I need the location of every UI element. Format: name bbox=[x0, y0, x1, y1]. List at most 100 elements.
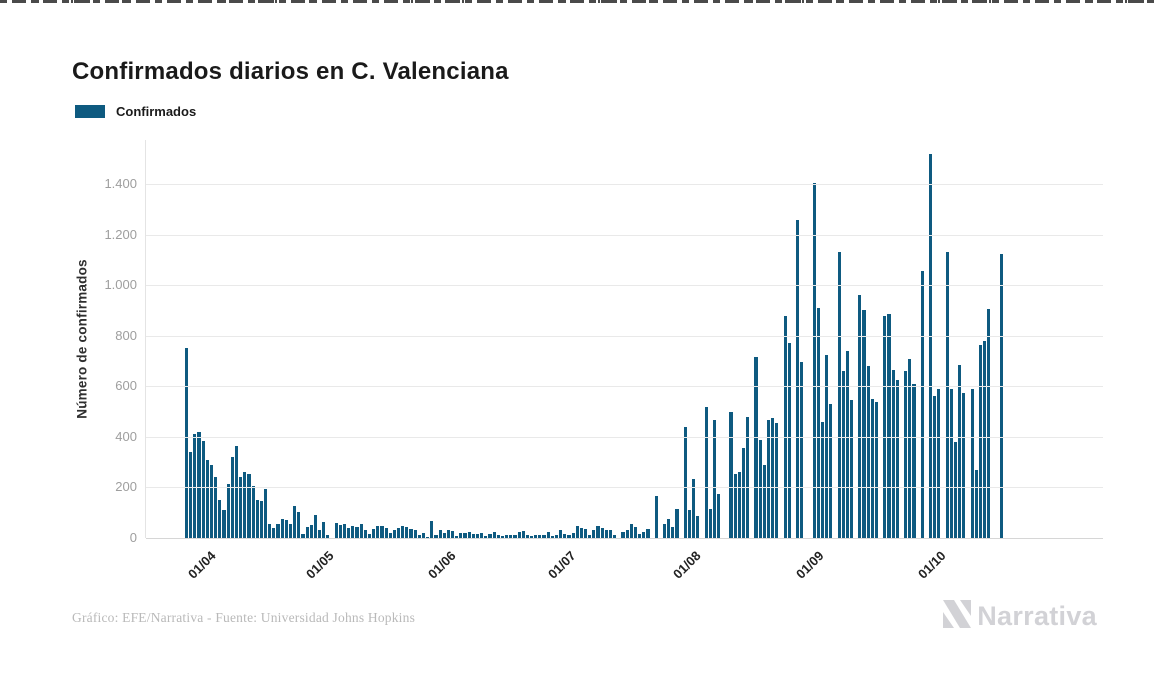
bar bbox=[883, 315, 887, 538]
bar bbox=[234, 445, 239, 538]
bar bbox=[588, 534, 592, 538]
bar bbox=[891, 369, 895, 538]
bar bbox=[546, 531, 550, 538]
bar bbox=[717, 493, 721, 538]
y-tick-label: 800 bbox=[115, 327, 137, 343]
bar bbox=[396, 527, 401, 538]
page-title: Confirmados diarios en C. Valenciana bbox=[72, 58, 509, 86]
bar bbox=[841, 371, 845, 538]
bar bbox=[434, 535, 438, 538]
bar bbox=[538, 535, 542, 538]
bar bbox=[633, 527, 638, 538]
bar bbox=[288, 523, 293, 538]
bar bbox=[475, 533, 480, 538]
bar bbox=[662, 523, 667, 538]
bar bbox=[322, 522, 326, 538]
bar bbox=[347, 528, 351, 538]
bar bbox=[276, 523, 280, 538]
bar bbox=[201, 441, 205, 538]
bar bbox=[758, 440, 762, 538]
bar bbox=[318, 530, 322, 538]
gridline-400 bbox=[146, 436, 1103, 438]
bar bbox=[255, 500, 259, 538]
bar bbox=[529, 536, 534, 538]
bar bbox=[953, 442, 958, 538]
bar bbox=[218, 500, 222, 538]
bar bbox=[733, 473, 737, 538]
bar bbox=[309, 524, 313, 538]
bar bbox=[525, 535, 529, 538]
bar bbox=[579, 527, 583, 538]
bar bbox=[741, 447, 746, 538]
bar bbox=[334, 523, 338, 538]
bar bbox=[542, 534, 546, 538]
bar bbox=[866, 365, 870, 538]
bar bbox=[492, 531, 496, 538]
bar bbox=[442, 532, 446, 538]
chart-legend: Confirmados bbox=[75, 104, 196, 119]
bar bbox=[500, 536, 505, 538]
bar bbox=[600, 527, 604, 538]
narrativa-logo-icon bbox=[941, 600, 973, 633]
bar bbox=[970, 388, 974, 538]
bar bbox=[384, 527, 388, 538]
bar bbox=[621, 531, 625, 538]
bar bbox=[958, 364, 962, 538]
bar bbox=[388, 532, 392, 538]
bar bbox=[372, 528, 376, 538]
bar bbox=[987, 309, 991, 538]
bar bbox=[696, 516, 700, 538]
x-tick-label-01-04: 01/04 bbox=[184, 548, 219, 582]
bar bbox=[608, 530, 613, 538]
bar bbox=[775, 423, 779, 538]
bar bbox=[359, 524, 363, 538]
bar bbox=[326, 535, 330, 538]
bar bbox=[455, 536, 459, 538]
bar bbox=[812, 183, 816, 538]
bar bbox=[446, 530, 450, 538]
gridline-1400 bbox=[146, 184, 1103, 185]
bar bbox=[671, 527, 675, 538]
bar bbox=[376, 526, 380, 538]
y-tick-label: 1.200 bbox=[104, 226, 137, 242]
bar bbox=[737, 472, 741, 538]
bar bbox=[683, 426, 687, 538]
bar bbox=[816, 308, 820, 538]
legend-label: Confirmados bbox=[116, 104, 197, 119]
bar bbox=[405, 527, 409, 538]
bar bbox=[550, 536, 554, 538]
bar bbox=[305, 527, 309, 538]
bar bbox=[280, 518, 284, 538]
legend-swatch-confirmados bbox=[75, 105, 105, 118]
bar bbox=[284, 520, 288, 538]
plot-area: Número de confirmados 0 200 400 600 800 1.000… bbox=[75, 140, 1103, 582]
bar bbox=[293, 506, 297, 538]
gridline-0 bbox=[146, 538, 1103, 539]
y-tick-label: 200 bbox=[115, 479, 137, 495]
bar bbox=[837, 251, 841, 538]
bar bbox=[459, 532, 463, 538]
bar bbox=[708, 508, 712, 538]
x-tick-label-01-07: 01/07 bbox=[544, 548, 579, 582]
bar bbox=[638, 533, 642, 538]
bar bbox=[413, 530, 417, 538]
bar bbox=[604, 530, 608, 538]
bar bbox=[999, 253, 1003, 538]
bar bbox=[687, 510, 692, 538]
bar bbox=[646, 528, 650, 538]
x-tick-label-01-09: 01/09 bbox=[792, 548, 827, 582]
bar bbox=[268, 523, 272, 538]
bar bbox=[554, 535, 559, 538]
bar bbox=[920, 270, 924, 538]
bar bbox=[259, 501, 263, 538]
bar bbox=[862, 310, 866, 538]
bar bbox=[629, 524, 633, 538]
bar bbox=[729, 412, 733, 538]
bar bbox=[895, 379, 899, 538]
bar bbox=[675, 508, 679, 538]
bar bbox=[746, 416, 750, 538]
gridline-600 bbox=[146, 386, 1103, 388]
bar bbox=[559, 530, 563, 538]
bar bbox=[380, 526, 384, 538]
bar bbox=[480, 532, 484, 538]
